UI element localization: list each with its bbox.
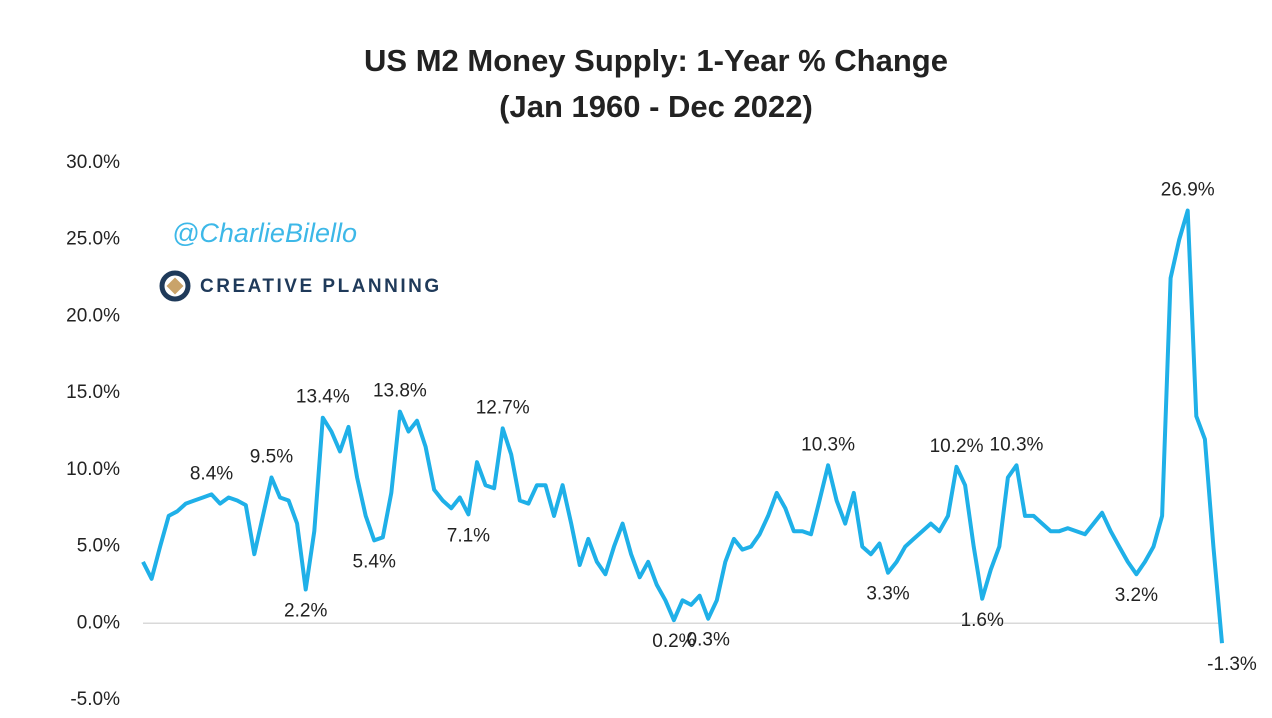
data-label: 9.5%	[250, 447, 293, 468]
data-label: 10.3%	[801, 434, 855, 455]
chart-subtitle: (Jan 1960 - Dec 2022)	[499, 89, 813, 124]
series-line	[141, 208, 1224, 644]
logo-diamond	[166, 277, 184, 295]
y-tick-label: 5.0%	[77, 536, 120, 557]
plot-area: -5.0% 0.0% 5.0% 10.0% 15.0% 20.0% 25.0% 30.0% 8.…	[66, 152, 1257, 710]
data-label: 8.4%	[190, 463, 233, 484]
data-label: 10.3%	[990, 434, 1044, 455]
data-label: 5.4%	[353, 551, 396, 572]
chart-title: US M2 Money Supply: 1-Year % Change	[364, 43, 948, 78]
data-label: 26.9%	[1161, 180, 1215, 201]
data-label: 1.6%	[961, 610, 1004, 631]
watermark: @CharlieBilello	[172, 218, 357, 248]
y-tick-label: 10.0%	[66, 459, 120, 480]
data-label: 13.4%	[296, 387, 350, 408]
data-label: 0.2%	[652, 631, 695, 652]
data-label: 3.2%	[1115, 585, 1158, 606]
data-label: 13.8%	[373, 381, 427, 402]
y-tick-label: 30.0%	[66, 152, 120, 173]
y-tick-label: -5.0%	[70, 689, 120, 710]
y-tick-label: 25.0%	[66, 229, 120, 250]
data-label: 10.2%	[930, 436, 984, 457]
data-label: 2.2%	[284, 601, 327, 622]
y-tick-label: 15.0%	[66, 382, 120, 403]
data-label: 12.7%	[476, 397, 530, 418]
y-tick-label: 0.0%	[77, 612, 120, 633]
y-tick-label: 20.0%	[66, 305, 120, 326]
brand-logo	[159, 270, 191, 302]
brand-name: CREATIVE PLANNING	[200, 276, 442, 297]
data-label: 7.1%	[447, 525, 490, 546]
data-label: -1.3%	[1207, 654, 1257, 675]
logo-ring	[159, 270, 191, 302]
data-label: 3.3%	[866, 584, 909, 605]
data-label: 0.3%	[687, 630, 730, 651]
